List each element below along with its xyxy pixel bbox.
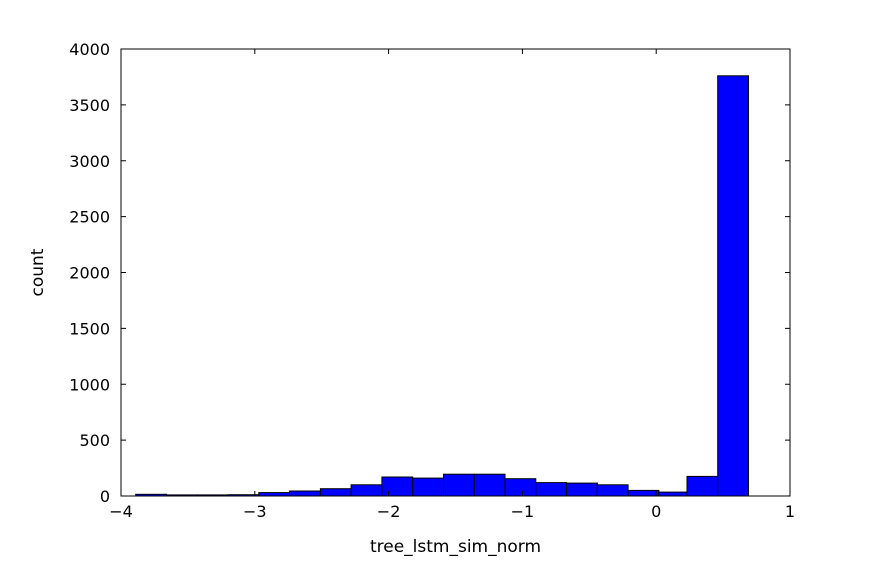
y-tick-label: 1000 — [69, 375, 110, 394]
x-tick-label: −1 — [511, 502, 535, 521]
y-tick-label: 4000 — [69, 40, 110, 59]
histogram-bar — [350, 484, 383, 497]
histogram-bar — [381, 476, 414, 497]
ticks-group — [120, 48, 791, 497]
histogram-bar — [535, 482, 568, 497]
histogram-bar — [504, 478, 537, 497]
histogram-bar — [473, 473, 506, 497]
y-tick-label: 3000 — [69, 152, 110, 171]
x-tick-label: −3 — [243, 502, 267, 521]
x-axis-title: tree_lstm_sim_norm — [370, 537, 541, 557]
bars-group — [135, 75, 750, 497]
histogram-bar — [717, 75, 750, 497]
histogram-bar — [686, 475, 719, 497]
histogram-bar — [289, 490, 321, 497]
y-tick-label: 3500 — [69, 96, 110, 115]
x-tick-label: −2 — [377, 502, 401, 521]
y-tick-label: 0 — [100, 487, 110, 506]
histogram-bar — [627, 489, 660, 497]
plot-frame — [120, 48, 791, 497]
histogram-bar — [319, 488, 352, 497]
x-tick-label: 1 — [785, 502, 795, 521]
y-axis-title: count — [28, 248, 48, 296]
histogram-bar — [412, 477, 445, 497]
x-tick-label: 0 — [651, 502, 661, 521]
y-tick-label: 1500 — [69, 319, 110, 338]
histogram-bar — [658, 491, 688, 497]
tick-labels-group: −4 −3 −2 −1 0 1 0 500 1000 1500 2000 2500 3000 3500 40… — [69, 40, 795, 521]
y-tick-label: 2500 — [69, 208, 110, 227]
y-tick-label: 2000 — [69, 264, 110, 283]
histogram-bar — [566, 482, 598, 497]
x-tick-label: −4 — [109, 502, 133, 521]
histogram-bar — [443, 473, 475, 497]
histogram-bar — [596, 484, 629, 497]
histogram-bar — [258, 492, 291, 497]
y-tick-label: 500 — [79, 431, 110, 450]
